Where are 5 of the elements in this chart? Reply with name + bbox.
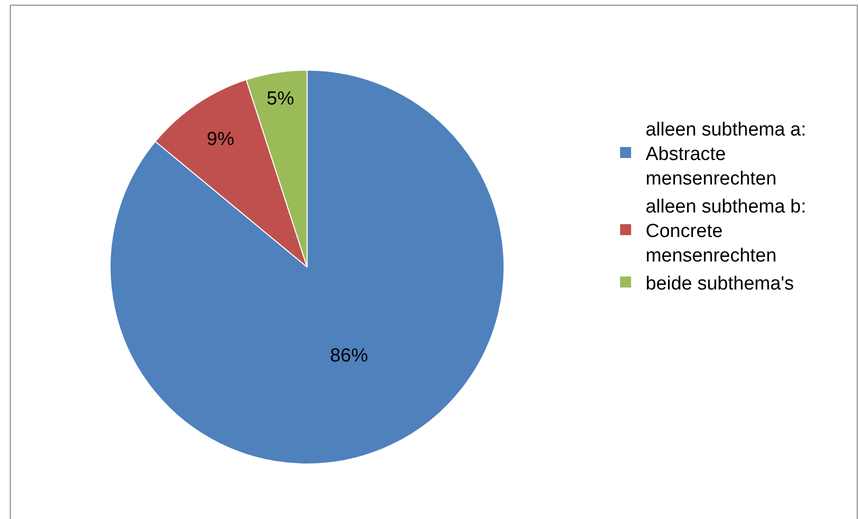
- legend-label: beide subthema's: [646, 273, 794, 294]
- pie-slice: [110, 70, 504, 464]
- data-label: 9%: [206, 129, 234, 150]
- data-label: 5%: [266, 88, 294, 110]
- data-label: 86%: [330, 346, 368, 367]
